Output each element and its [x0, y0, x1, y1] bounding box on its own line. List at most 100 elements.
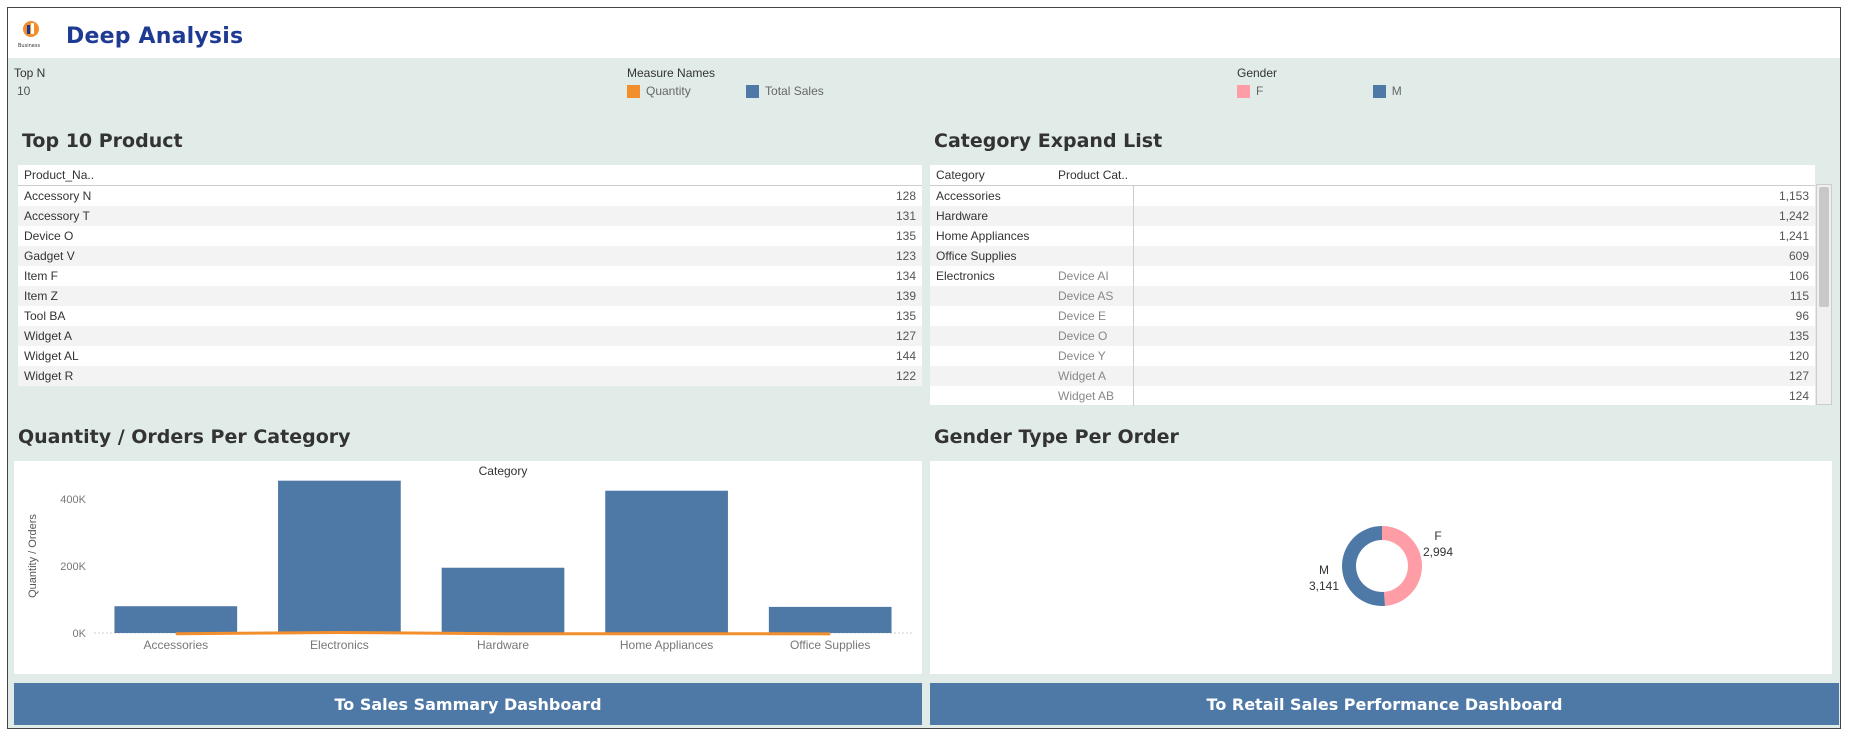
product-name: Widget A — [24, 329, 73, 343]
top-products-table: Product_Na.. Accessory N 128 Accessory T 13… — [18, 165, 922, 386]
table-row[interactable]: Widget R 122 — [18, 366, 922, 386]
value-cell: 127 — [1788, 369, 1809, 383]
x-tick-label: Office Supplies — [790, 638, 871, 652]
table-row[interactable]: Tool BA 135 — [18, 306, 922, 326]
table-row[interactable]: Office Supplies 609 — [930, 246, 1815, 266]
x-tick-label: Hardware — [477, 638, 529, 652]
table-row[interactable]: Device O 135 — [930, 326, 1815, 346]
category-table-rows: Accessories 1,153 Hardware 1,242 Home Applia… — [930, 186, 1815, 406]
value-cell: 135 — [1788, 329, 1809, 343]
table-row[interactable]: Device Y 120 — [930, 346, 1815, 366]
table-row[interactable]: Electronics Device AI 106 — [930, 266, 1815, 286]
product-category-cell — [1052, 226, 1134, 246]
header: Business Deep Analysis — [18, 14, 243, 58]
legend-quantity-label: Quantity — [646, 84, 691, 98]
logo-icon — [23, 21, 39, 37]
bar-accessories[interactable] — [114, 606, 238, 633]
product-category-cell — [1052, 206, 1134, 226]
category-expand-table: Category Product Cat.. Accessories 1,153 H… — [930, 165, 1815, 406]
category-cell — [930, 366, 1052, 386]
bar-office-supplies[interactable] — [768, 606, 892, 633]
table-row[interactable]: Item Z 139 — [18, 286, 922, 306]
male-swatch — [1372, 84, 1386, 98]
table-row[interactable]: Widget A 127 — [930, 366, 1815, 386]
top-n-filter[interactable]: Top N 10 — [14, 66, 45, 98]
table-row[interactable]: Home Appliances 1,241 — [930, 226, 1815, 246]
product-category-cell: Device E — [1052, 306, 1134, 326]
quantity-orders-bar-chart: Category Quantity / Orders 0K 200K 400K Acces… — [27, 464, 912, 652]
y-axis-label: Quantity / Orders — [27, 514, 39, 598]
table-row[interactable]: Widget A 127 — [18, 326, 922, 346]
donut-slice-m[interactable] — [1342, 526, 1386, 606]
table-row[interactable]: Accessories 1,153 — [930, 186, 1815, 206]
table-row[interactable]: Gadget V 123 — [18, 246, 922, 266]
bar-electronics[interactable] — [278, 480, 401, 633]
gender-legend: Gender F M — [1237, 66, 1454, 101]
product-category-cell: Device O — [1052, 326, 1134, 346]
table-row[interactable]: Accessory T 131 — [18, 206, 922, 226]
product-name: Device O — [24, 229, 74, 243]
quantity-swatch — [627, 84, 640, 98]
quantity-line[interactable] — [175, 630, 831, 636]
product-name: Accessory N — [24, 189, 92, 203]
value-cell: 1,241 — [1778, 229, 1809, 243]
x-tick-label: Home Appliances — [620, 638, 713, 652]
logo-text: Business — [18, 43, 41, 49]
page-title: Deep Analysis — [66, 23, 244, 49]
category-cell: Hardware — [936, 209, 989, 223]
table-row[interactable]: Device AS 115 — [930, 286, 1815, 306]
business-logo: Business — [18, 20, 46, 52]
legend-total-sales[interactable]: Total Sales — [746, 84, 824, 98]
table-row[interactable]: Hardware 1,242 — [930, 206, 1815, 226]
product-name: Item F — [24, 269, 59, 283]
product-category-column-header[interactable]: Product Cat.. — [1058, 168, 1129, 182]
table-row[interactable]: Accessory N 128 — [18, 186, 922, 206]
category-cell — [930, 346, 1052, 366]
bar-hardware[interactable] — [441, 567, 565, 633]
top-products-rows: Accessory N 128 Accessory T 131 Device O 135 G… — [18, 186, 922, 386]
chart-title: Category — [479, 464, 528, 478]
category-cell — [930, 286, 1052, 306]
product-value: 139 — [895, 289, 916, 303]
scrollbar-thumb[interactable] — [1819, 187, 1829, 307]
x-tick-label: Electronics — [310, 638, 369, 652]
table-row[interactable]: Device O 135 — [18, 226, 922, 246]
table-row[interactable]: Device E 96 — [930, 306, 1815, 326]
measure-names-legend: Measure Names Quantity Total Sales — [627, 66, 876, 101]
total-sales-swatch — [746, 84, 760, 98]
product-category-cell — [1052, 246, 1134, 266]
measure-names-label: Measure Names — [627, 66, 716, 80]
legend-female[interactable]: F — [1237, 84, 1263, 98]
top-n-value[interactable]: 10 — [17, 84, 31, 98]
donut-label-f: F — [1434, 529, 1441, 543]
to-retail-sales-performance-button[interactable]: To Retail Sales Performance Dashboard — [930, 683, 1839, 725]
legend-male[interactable]: M — [1372, 84, 1402, 98]
y-tick-label: 0K — [73, 628, 87, 640]
table-row[interactable]: Item F 134 — [18, 266, 922, 286]
gender-donut-chart: F 2,994 M 3,141 — [1309, 526, 1453, 606]
to-sales-summary-button[interactable]: To Sales Sammary Dashboard — [14, 683, 922, 725]
table-row[interactable]: Widget AL 144 — [18, 346, 922, 366]
bar-home-appliances[interactable] — [605, 490, 728, 633]
product-value: 123 — [895, 249, 916, 263]
product-name-header[interactable]: Product_Na.. — [18, 165, 922, 186]
value-cell: 1,153 — [1778, 189, 1809, 203]
y-tick-label: 400K — [60, 494, 86, 506]
product-value: 127 — [895, 329, 916, 343]
value-cell: 609 — [1788, 249, 1809, 263]
product-category-cell: Widget A — [1052, 366, 1134, 386]
product-value: 128 — [895, 189, 916, 203]
value-cell: 96 — [1795, 309, 1809, 323]
donut-slice-f[interactable] — [1382, 526, 1422, 606]
category-column-header[interactable]: Category — [936, 168, 985, 182]
product-name: Widget AL — [24, 349, 79, 363]
bar-chart-panel: Category Quantity / Orders 0K 200K 400K Acces… — [14, 461, 922, 674]
product-value: 134 — [895, 269, 916, 283]
category-list-scrollbar[interactable] — [1816, 184, 1832, 405]
table-row[interactable]: Widget AB 124 — [930, 386, 1815, 406]
legend-quantity[interactable]: Quantity — [627, 84, 691, 98]
legend-total-sales-label: Total Sales — [765, 84, 824, 98]
product-category-cell: Device AI — [1052, 266, 1134, 286]
product-value: 122 — [895, 369, 916, 383]
product-name: Gadget V — [24, 249, 75, 263]
